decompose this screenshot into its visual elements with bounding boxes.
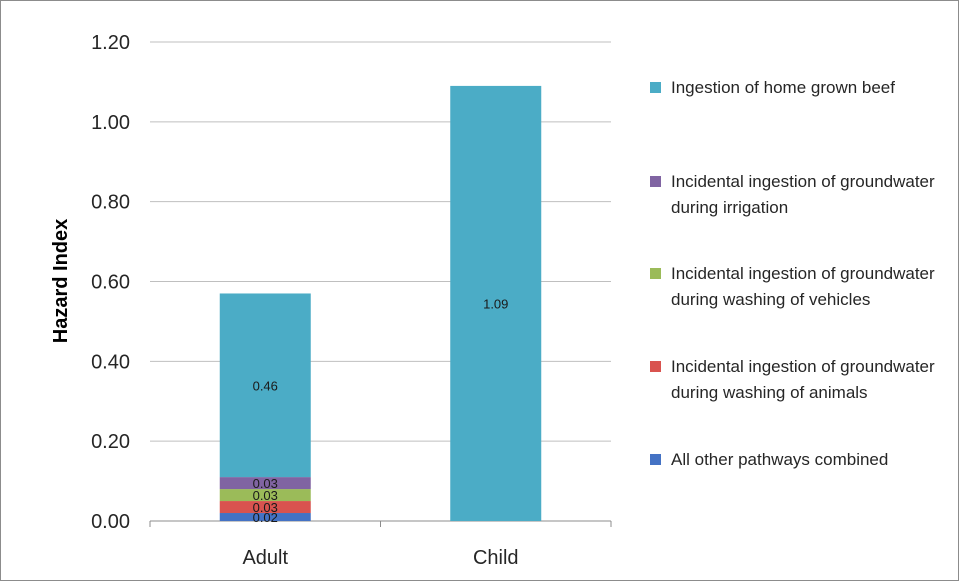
legend-item: Incidental ingestion of groundwater duri… [650, 262, 950, 313]
legend-label: All other pathways combined [671, 450, 889, 469]
legend-item: Ingestion of home grown beef [650, 76, 950, 101]
bar-segment [450, 85, 542, 522]
data-label: 0.02 [253, 510, 278, 525]
legend-swatch [650, 176, 661, 187]
legend-swatch [650, 82, 661, 93]
y-tick-label: 1.00 [91, 112, 130, 134]
x-category-label: Adult [242, 547, 288, 569]
legend-label: Incidental ingestion of groundwater duri… [671, 172, 935, 217]
y-tick-label: 1.20 [91, 32, 130, 54]
data-label: 0.03 [253, 488, 278, 503]
y-axis-title: Hazard Index [50, 219, 72, 343]
x-category-label: Child [473, 547, 519, 569]
y-tick-label: 0.00 [91, 511, 130, 533]
legend-swatch [650, 268, 661, 279]
y-tick-label: 0.20 [91, 431, 130, 453]
bar-segment [219, 477, 311, 490]
y-tick-label: 0.60 [91, 272, 130, 294]
data-label: 0.46 [253, 378, 278, 393]
legend-item: All other pathways combined [650, 448, 950, 473]
bar-segment [219, 293, 311, 478]
y-tick-label: 0.40 [91, 351, 130, 373]
legend-label: Incidental ingestion of groundwater duri… [671, 357, 935, 402]
bar-segment [219, 501, 311, 514]
bar-segment [219, 489, 311, 502]
y-tick-label: 0.80 [91, 192, 130, 214]
data-label: 0.03 [253, 500, 278, 515]
legend-item: Incidental ingestion of groundwater duri… [650, 170, 950, 221]
data-label: 0.03 [253, 476, 278, 491]
legend-label: Incidental ingestion of groundwater duri… [671, 264, 935, 309]
legend-swatch [650, 454, 661, 465]
legend-item: Incidental ingestion of groundwater duri… [650, 355, 950, 406]
chart-legend: Ingestion of home grown beef Incidental i… [650, 0, 950, 581]
legend-label: Ingestion of home grown beef [671, 78, 895, 97]
bar-segment [219, 513, 311, 521]
legend-swatch [650, 361, 661, 372]
data-label: 1.09 [483, 296, 508, 311]
